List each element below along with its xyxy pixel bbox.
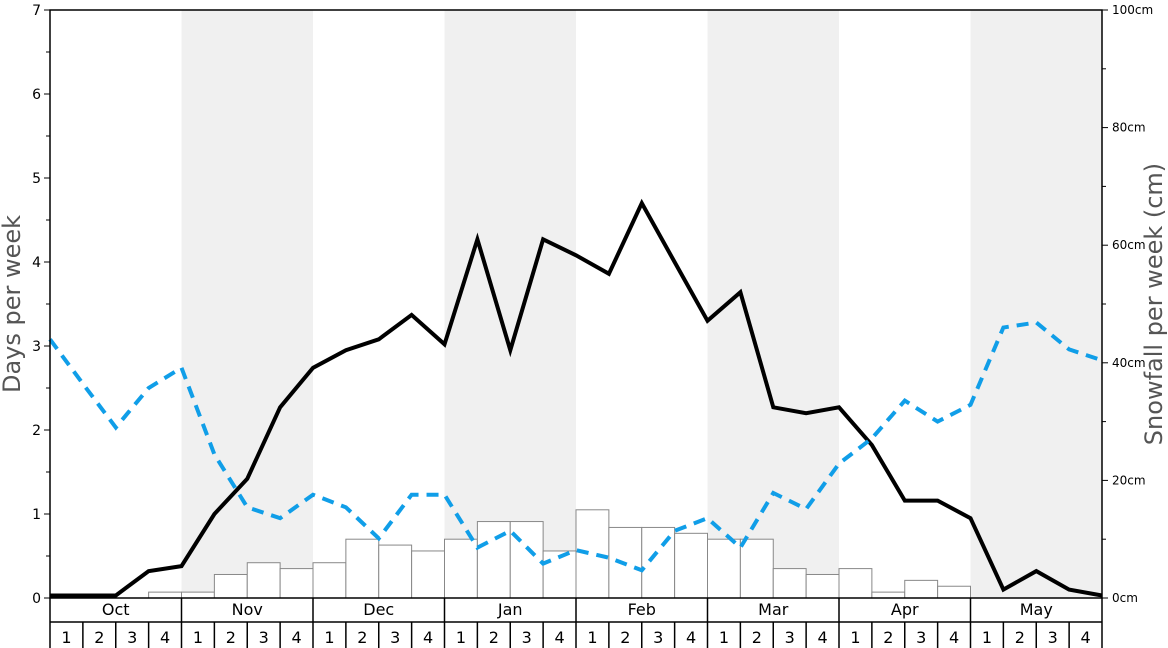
week-label: 4 bbox=[554, 628, 564, 647]
week-label: 1 bbox=[456, 628, 466, 647]
week-label: 3 bbox=[916, 628, 926, 647]
month-axis: Oct Nov Dec Jan Feb Mar Apr May bbox=[49, 598, 1103, 623]
week-label: 1 bbox=[982, 628, 992, 647]
week-label: 3 bbox=[1048, 628, 1058, 647]
week-label: 1 bbox=[850, 628, 860, 647]
snowfall-bar bbox=[739, 538, 774, 599]
right-tick-label: 100cm bbox=[1112, 3, 1153, 17]
snowfall-bar bbox=[345, 538, 380, 599]
snowfall-bar bbox=[805, 573, 840, 599]
snowfall-bar bbox=[904, 579, 939, 599]
month-label: Mar bbox=[758, 600, 789, 619]
snowfall-bar bbox=[148, 591, 182, 599]
left-tick-label: 7 bbox=[32, 3, 41, 19]
snowfall-bar bbox=[937, 585, 971, 599]
week-label: 2 bbox=[489, 628, 499, 647]
month-bands bbox=[181, 10, 1102, 598]
week-label: 4 bbox=[291, 628, 301, 647]
solid-series-line bbox=[50, 198, 1103, 598]
month-label: Dec bbox=[363, 600, 394, 619]
snowfall-bar bbox=[246, 562, 281, 599]
snowfall-bar bbox=[444, 538, 478, 599]
snowfall-bar bbox=[575, 509, 610, 599]
week-label: 4 bbox=[160, 628, 170, 647]
month-band bbox=[970, 10, 1102, 598]
left-axis-title: Days per week bbox=[0, 215, 26, 393]
left-tick-label: 1 bbox=[32, 507, 41, 523]
left-tick-label: 4 bbox=[32, 255, 41, 271]
snowfall-bar bbox=[772, 568, 807, 599]
snowfall-bar bbox=[411, 550, 445, 599]
week-label: 3 bbox=[653, 628, 663, 647]
week-label: 1 bbox=[719, 628, 729, 647]
right-tick-label: 40cm bbox=[1112, 356, 1146, 370]
left-tick-label: 3 bbox=[32, 339, 41, 355]
month-label: Nov bbox=[232, 600, 263, 619]
month-label: Apr bbox=[891, 600, 919, 619]
snowfall-bar bbox=[674, 532, 708, 599]
week-label: 3 bbox=[390, 628, 400, 647]
snowfall-bar bbox=[378, 544, 413, 599]
day-lines bbox=[48, 198, 1103, 598]
week-label: 4 bbox=[686, 628, 696, 647]
left-tick-label: 6 bbox=[32, 87, 41, 103]
month-band bbox=[444, 10, 576, 598]
week-label: 2 bbox=[620, 628, 630, 647]
right-axis: 0cm 20cm 40cm 60cm 80cm 100cm bbox=[1102, 3, 1153, 605]
snowfall-bar bbox=[213, 573, 248, 599]
week-label: 2 bbox=[883, 628, 893, 647]
week-label: 3 bbox=[127, 628, 137, 647]
week-label: 2 bbox=[357, 628, 367, 647]
week-label: 4 bbox=[1080, 628, 1090, 647]
right-tick-label: 80cm bbox=[1112, 121, 1146, 135]
snowfall-bar bbox=[279, 568, 314, 599]
snowfall-bar bbox=[838, 568, 873, 599]
week-label: 4 bbox=[949, 628, 959, 647]
month-label: Feb bbox=[628, 600, 656, 619]
week-label: 2 bbox=[752, 628, 762, 647]
week-label: 3 bbox=[785, 628, 795, 647]
snowfall-bar bbox=[181, 591, 215, 599]
week-label: 4 bbox=[817, 628, 827, 647]
snowfall-bar bbox=[871, 591, 906, 599]
week-label: 3 bbox=[259, 628, 269, 647]
right-tick-label: 0cm bbox=[1112, 591, 1138, 605]
week-axis: 1 2 3 4 1 2 3 4 1 2 3 4 1 2 3 4 1 2 3 4 1 2 3 4 1 2 3 4 1 2 3 4 bbox=[49, 622, 1103, 648]
snowfall-bar bbox=[707, 538, 741, 599]
month-band bbox=[181, 10, 313, 598]
month-label: Oct bbox=[102, 600, 130, 619]
right-axis-title: Snowfall per week (cm) bbox=[1140, 163, 1168, 445]
left-axis: 0 1 2 3 4 5 6 7 bbox=[32, 3, 50, 607]
right-tick-label: 60cm bbox=[1112, 238, 1146, 252]
week-label: 1 bbox=[324, 628, 334, 647]
week-label: 2 bbox=[94, 628, 104, 647]
week-label: 1 bbox=[193, 628, 203, 647]
week-label: 1 bbox=[61, 628, 71, 647]
left-tick-label: 5 bbox=[32, 171, 41, 187]
month-label: Jan bbox=[497, 600, 523, 619]
week-label: 2 bbox=[1015, 628, 1025, 647]
month-label: May bbox=[1020, 600, 1053, 619]
week-label: 2 bbox=[226, 628, 236, 647]
left-tick-label: 0 bbox=[32, 591, 41, 607]
week-label: 1 bbox=[587, 628, 597, 647]
right-tick-label: 20cm bbox=[1112, 473, 1146, 487]
left-tick-label: 2 bbox=[32, 423, 41, 439]
snowfall-bar bbox=[312, 562, 347, 599]
week-label: 3 bbox=[522, 628, 532, 647]
week-label: 4 bbox=[423, 628, 433, 647]
